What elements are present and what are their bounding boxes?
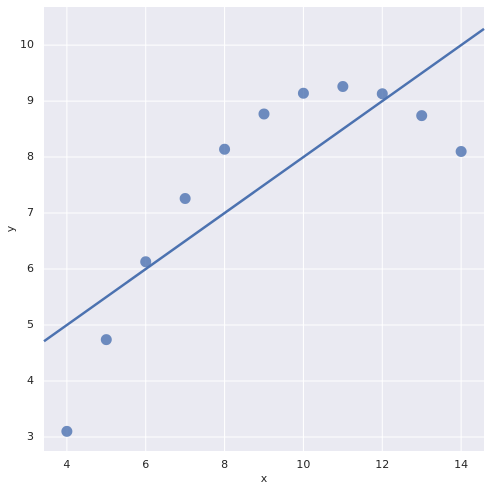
x-tick-label: 14 (454, 458, 468, 471)
y-tick-label: 6 (27, 262, 34, 275)
point (376, 88, 388, 100)
point (297, 87, 309, 99)
marks (43, 27, 485, 437)
point (61, 425, 73, 437)
point (179, 192, 191, 204)
x-tick-label: 8 (221, 458, 228, 471)
point (140, 256, 152, 268)
x-tick-label: 6 (142, 458, 149, 471)
point (100, 334, 112, 346)
point (416, 110, 428, 122)
y-tick-label: 4 (27, 374, 34, 387)
y-axis-label: y (4, 225, 17, 232)
point (337, 81, 349, 93)
plot-area (44, 7, 484, 451)
regression-line (43, 27, 485, 343)
x-tick-label: 10 (296, 458, 310, 471)
point (258, 108, 270, 120)
y-tick-label: 7 (27, 206, 34, 219)
y-tick-label: 8 (27, 150, 34, 163)
x-axis-label: x (261, 472, 268, 485)
y-tick-label: 5 (27, 318, 34, 331)
point (455, 145, 467, 157)
y-tick-label: 9 (27, 94, 34, 107)
x-tick-label: 12 (375, 458, 389, 471)
grid (44, 7, 484, 451)
point (219, 143, 231, 155)
y-tick-label: 3 (27, 430, 34, 443)
y-tick-label: 10 (20, 38, 34, 51)
x-tick-label: 4 (63, 458, 70, 471)
